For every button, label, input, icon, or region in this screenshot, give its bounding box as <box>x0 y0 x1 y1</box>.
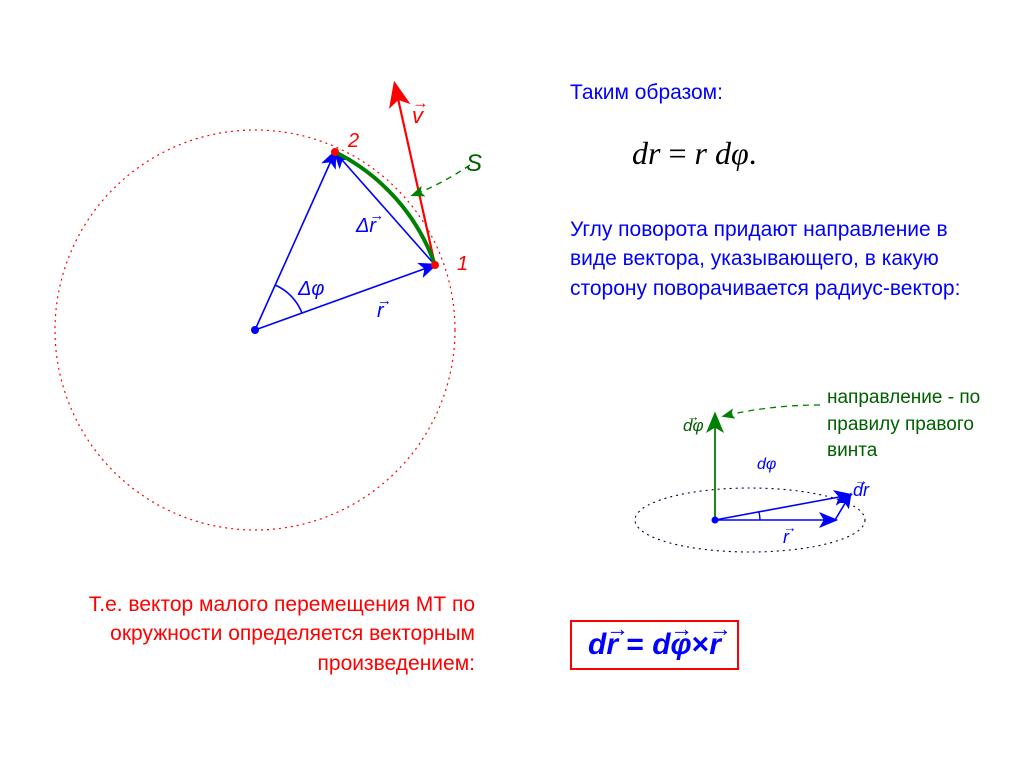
small-label-dphi-angle: dφ <box>757 456 776 474</box>
small-center <box>712 517 719 524</box>
small-angle <box>759 512 760 520</box>
bottom-left-text: Т.е. вектор малого перемещения МТ по окр… <box>75 590 475 678</box>
small-label-dr: →dr <box>853 480 869 501</box>
cross-product-box: d→r = d→φ×→r <box>570 620 739 670</box>
axis-leader <box>724 405 820 416</box>
small-dr <box>835 495 850 520</box>
small-r2 <box>715 495 850 520</box>
small-label-dphi-axis: →dφ <box>683 416 704 436</box>
small-label-r: →r <box>783 527 789 548</box>
